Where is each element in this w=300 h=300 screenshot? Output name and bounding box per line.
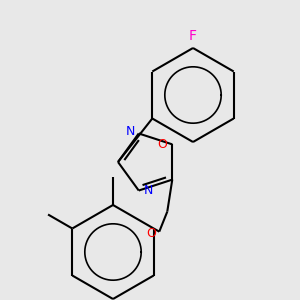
Text: N: N: [126, 125, 135, 138]
Text: N: N: [144, 184, 153, 197]
Text: F: F: [189, 29, 197, 43]
Text: O: O: [157, 138, 167, 151]
Text: O: O: [146, 227, 156, 240]
